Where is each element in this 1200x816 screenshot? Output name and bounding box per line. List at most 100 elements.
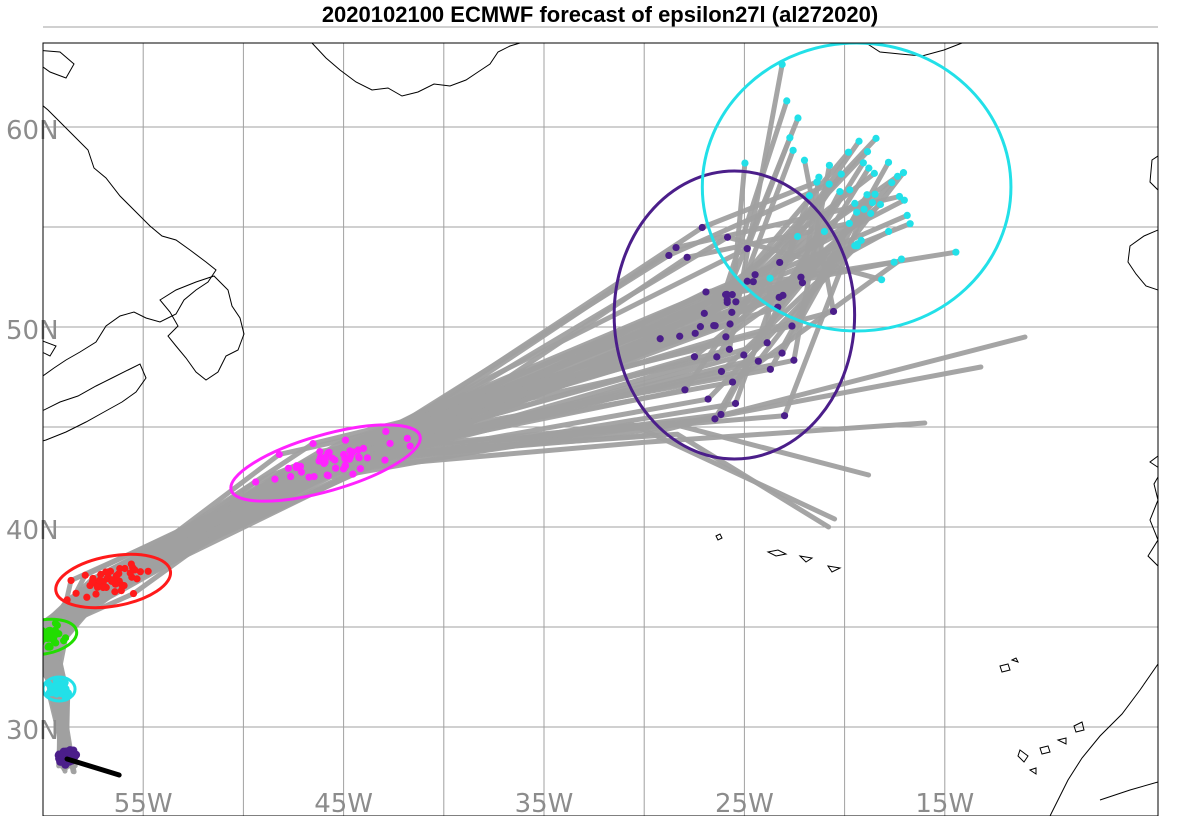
position-dot-day5 <box>700 309 708 317</box>
position-dot-day3 <box>88 578 96 586</box>
position-dot-day4 <box>345 455 354 463</box>
position-dot-day6 <box>894 172 902 180</box>
position-dot-day2 <box>29 633 36 640</box>
ensemble-track <box>43 159 891 763</box>
position-dot-day6 <box>837 170 845 178</box>
coastline <box>43 105 217 377</box>
position-dot-day6 <box>952 248 960 256</box>
position-dot-day3 <box>67 576 75 585</box>
position-dot-day6 <box>863 148 872 156</box>
position-dot-day2 <box>43 636 47 644</box>
position-dot-day6 <box>844 148 853 156</box>
position-dot-day5 <box>713 353 721 361</box>
position-dot-day4 <box>321 456 329 464</box>
coastline <box>159 275 245 381</box>
position-dot-day6 <box>741 159 749 167</box>
position-dot-day5 <box>681 386 689 394</box>
position-dot-day4 <box>252 478 260 486</box>
position-dot-day6 <box>794 114 802 122</box>
position-dot-day5 <box>710 321 718 330</box>
position-dot-day4 <box>309 440 317 448</box>
position-dot-day3 <box>109 576 117 584</box>
position-dot-day6 <box>855 137 863 145</box>
position-dot-day3 <box>93 583 102 591</box>
position-dot-day5 <box>751 271 759 279</box>
coastline <box>798 555 814 563</box>
ellipse-day4 <box>229 423 422 503</box>
position-dot-day2 <box>18 635 25 642</box>
position-dot-day6 <box>793 232 802 241</box>
position-dot-day5 <box>717 410 725 419</box>
position-dot-day4 <box>316 448 324 456</box>
position-dot-day4 <box>340 450 348 459</box>
position-dot-day5 <box>704 395 712 403</box>
position-dot-day6 <box>906 220 914 228</box>
position-dot-day3 <box>144 567 152 575</box>
position-dot-day6 <box>899 169 908 177</box>
coastline <box>826 565 842 573</box>
position-dot-day2 <box>21 629 28 636</box>
grid-lines <box>42 26 1158 816</box>
position-dot-day6 <box>867 209 875 218</box>
position-dot-day6 <box>853 208 861 216</box>
position-dot-day6 <box>851 199 859 207</box>
lat-label: 40N <box>6 516 59 546</box>
ensemble-track <box>46 193 812 769</box>
position-dot-day1 <box>56 683 65 692</box>
coastline <box>1010 657 1019 663</box>
position-dot-day5 <box>683 253 691 261</box>
position-dot-day2 <box>34 631 41 638</box>
position-dot-day2 <box>22 634 29 641</box>
position-dot-day2 <box>46 643 54 651</box>
position-dot-day6 <box>884 227 893 236</box>
position-dot-day4 <box>382 427 390 436</box>
lon-label: 15W <box>915 789 974 816</box>
position-dot-day3 <box>104 568 112 577</box>
position-dot-day5 <box>690 353 699 361</box>
observed-track-line <box>64 756 122 778</box>
position-dot-day4 <box>305 473 313 481</box>
uncertainty-ellipses <box>43 43 1013 703</box>
position-dot-day4 <box>296 462 305 470</box>
position-dot-day6 <box>789 146 797 154</box>
lat-label: 60N <box>6 116 59 146</box>
position-dot-day3 <box>81 571 89 579</box>
position-dot-day6 <box>860 205 868 213</box>
position-dot-day6 <box>820 227 828 236</box>
position-dot-day6 <box>872 134 880 142</box>
position-dot-day6 <box>805 192 814 200</box>
position-dot-day3 <box>99 583 107 592</box>
position-dot-day4 <box>275 450 283 459</box>
position-dot-day5 <box>691 329 699 337</box>
coastline <box>43 340 57 357</box>
position-dot-day4 <box>271 475 279 483</box>
position-dot-day3 <box>111 588 119 596</box>
ensemble-track <box>53 174 822 765</box>
position-dot-day4 <box>406 442 414 450</box>
position-dot-day5 <box>728 291 736 299</box>
position-dot-day5 <box>763 339 771 347</box>
position-dot-day5 <box>702 288 710 296</box>
position-dot-day2 <box>22 637 29 644</box>
position-dot-day5 <box>726 320 734 328</box>
position-dot-day5 <box>778 349 786 357</box>
position-dot-day2 <box>29 633 36 640</box>
position-dot-day5 <box>743 277 751 285</box>
coastline <box>311 43 521 97</box>
position-dot-day2 <box>17 630 24 637</box>
position-dot-day6 <box>825 161 834 169</box>
position-dot-day5 <box>723 233 732 241</box>
position-dot-day5 <box>696 323 704 331</box>
position-dot-day3 <box>136 568 144 576</box>
position-dot-day6 <box>766 274 774 282</box>
position-dot-day3 <box>127 560 135 568</box>
coastline <box>1049 663 1158 816</box>
coastline <box>1127 229 1158 291</box>
coastline <box>1147 455 1158 567</box>
position-dot-day6 <box>863 191 871 199</box>
position-dot-day2 <box>35 632 42 639</box>
position-dot-day5 <box>798 279 807 287</box>
position-dot-day4 <box>284 464 293 472</box>
position-dot-day4 <box>403 434 411 443</box>
position-dot-day6 <box>903 211 911 219</box>
